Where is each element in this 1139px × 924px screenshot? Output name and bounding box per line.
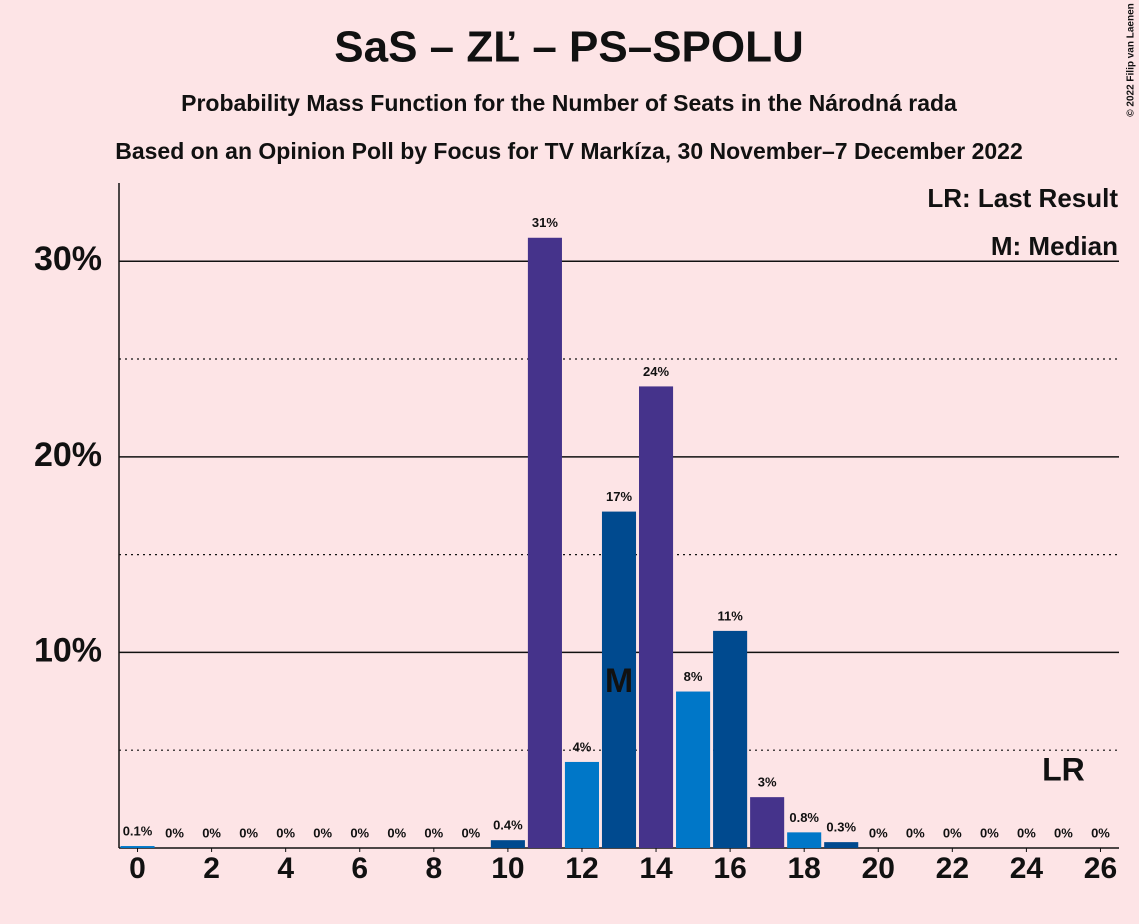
x-tick-label: 24 [1010,852,1044,885]
bar [490,840,525,848]
bar [601,511,637,848]
value-label: 31% [532,215,558,230]
value-label: 8% [684,669,703,684]
bar [564,761,599,848]
chart-subtitle: Based on an Opinion Poll by Focus for TV… [115,138,1023,164]
bar [787,832,822,848]
x-tick-label: 16 [713,852,746,885]
median-marker: M [605,662,633,700]
legend-entry: M: Median [991,231,1118,261]
y-tick-label: 30% [34,240,102,278]
x-tick-label: 0 [129,852,146,885]
value-label: 0% [943,825,962,840]
y-tick-label: 20% [34,436,102,474]
bar [713,630,748,848]
x-tick-label: 2 [203,852,220,885]
value-label: 0% [906,825,925,840]
value-label: 0.1% [123,823,153,838]
x-tick-label: 10 [491,852,524,885]
x-tick-label: 6 [351,852,368,885]
bar [639,386,674,848]
x-tick-label: 26 [1084,852,1117,885]
value-label: 0% [276,825,295,840]
bar [750,797,785,848]
value-label: 0% [424,825,443,840]
bar [120,846,155,848]
value-label: 0% [980,825,999,840]
chart-subtitle: Probability Mass Function for the Number… [181,90,957,116]
chart-title: SaS – ZĽ – PS–SPOLU [334,23,804,72]
value-label: 0% [1017,825,1036,840]
bar [676,691,711,848]
x-tick-label: 22 [936,852,969,885]
last-result-marker: LR [1042,751,1085,787]
value-label: 0% [313,825,332,840]
value-label: 0% [165,825,184,840]
value-label: 4% [573,739,592,754]
x-tick-label: 4 [277,852,294,885]
value-label: 0% [239,825,258,840]
value-label: 0% [461,825,480,840]
value-label: 0% [1054,825,1073,840]
y-tick-label: 10% [34,631,102,669]
value-label: 17% [606,489,632,504]
x-tick-label: 8 [425,852,442,885]
value-label: 0.3% [826,820,856,835]
value-label: 3% [758,775,777,790]
x-tick-label: 12 [565,852,598,885]
value-label: 0% [387,825,406,840]
value-label: 0% [869,825,888,840]
value-label: 0% [1091,825,1110,840]
value-label: 0.8% [789,810,819,825]
value-label: 24% [643,364,669,379]
value-label: 11% [717,608,743,623]
bar [527,237,562,848]
credit: © 2022 Filip van Laenen [1126,3,1137,117]
x-tick-label: 18 [787,852,820,885]
legend-entry: LR: Last Result [927,183,1118,213]
value-label: 0% [202,825,221,840]
value-label: 0.4% [493,818,523,833]
x-tick-label: 20 [862,852,895,885]
value-label: 0% [350,825,369,840]
x-tick-label: 14 [639,852,673,885]
bar [824,842,859,848]
